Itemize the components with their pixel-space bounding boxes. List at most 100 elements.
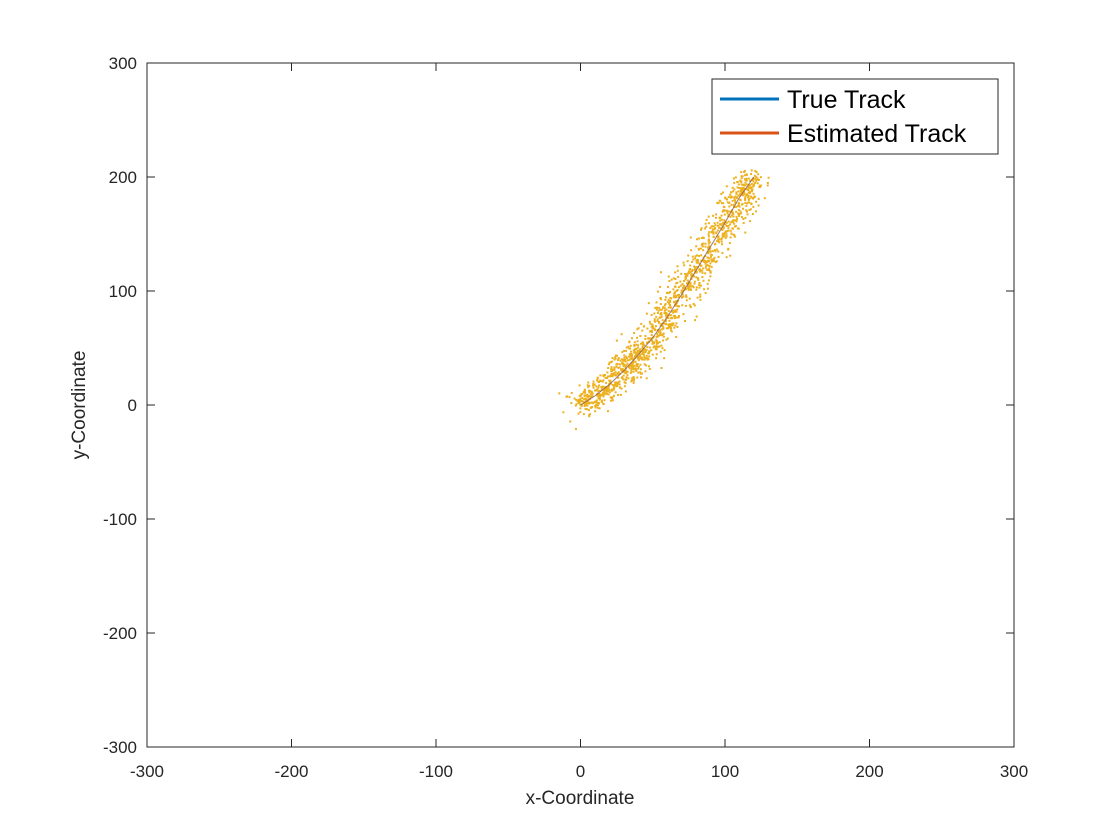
scatter-point [672,311,675,314]
scatter-point [628,353,631,356]
scatter-point [650,325,653,328]
scatter-point [664,298,667,301]
scatter-point [592,380,595,383]
scatter-point [704,242,707,245]
scatter-point [633,344,636,347]
scatter-point [651,331,654,334]
scatter-point [659,303,662,306]
scatter-point [700,254,703,257]
scatter-point [729,215,732,218]
scatter-point [730,191,733,194]
scatter-point [641,353,644,356]
scatter-point [639,363,642,366]
scatter-point [727,196,730,199]
scatter-point [600,401,603,404]
scatter-point [705,265,708,268]
scatter-point [677,305,680,308]
scatter-point [658,316,661,319]
scatter-point [688,268,691,271]
scatter-point [710,258,713,261]
scatter-point [631,377,634,380]
scatter-point [624,390,627,393]
scatter-point [614,383,617,386]
scatter-point [676,326,679,329]
scatter-point [669,317,672,320]
scatter-point [695,276,698,279]
scatter-point [604,388,607,391]
scatter-point [624,355,627,358]
scatter-point [707,222,710,225]
scatter-point [599,395,602,398]
scatter-point [708,241,711,244]
scatter-point [724,197,727,200]
scatter-point [603,393,606,396]
scatter-point [636,340,639,343]
scatter-point [685,277,688,280]
scatter-point [725,224,728,227]
scatter-point [625,357,628,360]
scatter-point [756,177,759,180]
scatter-point [655,353,658,356]
scatter-point [708,231,711,234]
scatter-point [741,193,744,196]
scatter-point [722,221,725,224]
scatter-point [744,216,747,219]
scatter-point [697,247,700,250]
scatter-point [710,254,713,257]
scatter-point [734,201,737,204]
scatter-point [663,322,666,325]
scatter-point [658,329,661,332]
scatter-point [662,339,665,342]
scatter-point [727,224,730,227]
scatter-point [686,284,689,287]
scatter-point [721,243,724,246]
scatter-point [685,288,688,291]
scatter-point [603,399,606,402]
scatter-point [595,399,598,402]
scatter-point [583,403,586,406]
scatter-point [744,179,747,182]
scatter-point [647,337,650,340]
scatter-point [714,250,717,253]
scatter-point [729,254,732,257]
scatter-point [628,364,631,367]
scatter-point [740,187,743,190]
scatter-point [728,242,731,245]
scatter-point [717,241,720,244]
scatter-point [705,261,708,264]
scatter-point [723,219,726,222]
scatter-point [745,179,748,182]
scatter-point [656,312,659,315]
scatter-point [641,356,644,359]
scatter-point [703,288,706,291]
scatter-point [696,296,699,299]
scatter-point [588,401,591,404]
scatter-point [633,349,636,352]
scatter-point [719,219,722,222]
scatter-point [729,196,732,199]
scatter-point [616,381,619,384]
scatter-point [614,354,617,357]
scatter-point [741,203,744,206]
scatter-point [745,193,748,196]
scatter-point [759,184,762,187]
scatter-point [700,264,703,267]
scatter-point [583,388,586,391]
scatter-point [686,274,689,277]
scatter-point [684,320,687,323]
scatter-point [617,366,620,369]
scatter-point [637,350,640,353]
scatter-point [735,206,738,209]
scatter-point [737,203,740,206]
scatter-point [710,265,713,268]
scatter-point [739,192,742,195]
scatter-point [625,364,628,367]
scatter-point [697,237,700,240]
scatter-point [627,345,630,348]
scatter-point [742,207,745,210]
scatter-point [709,262,712,265]
scatter-point [674,317,677,320]
scatter-point [619,372,622,375]
scatter-point [694,266,697,269]
scatter-point [734,195,737,198]
